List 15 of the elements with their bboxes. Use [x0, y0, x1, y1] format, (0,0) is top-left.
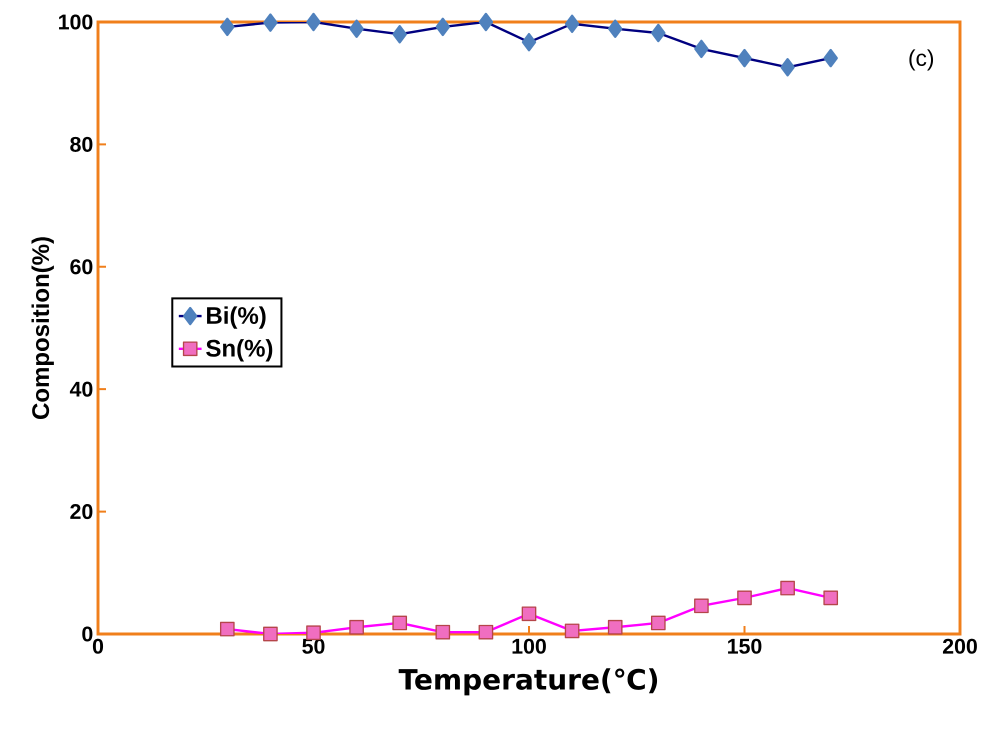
annotation: (c)	[909, 49, 934, 70]
y-tick-label: 80	[70, 136, 92, 152]
y-tick-label: 20	[70, 504, 92, 520]
x-axis-title: Temperature(℃)	[398, 668, 658, 696]
legend-label: Bi(%)	[207, 306, 266, 329]
x-tick-label: 0	[92, 638, 104, 654]
x-tick-label: 100	[512, 638, 546, 654]
y-tick-label: 0	[82, 626, 92, 642]
x-tick-label: 150	[728, 638, 762, 654]
y-tick-label: 60	[70, 259, 92, 274]
legend-label: Sn(%)	[206, 339, 272, 362]
x-tick-label: 200	[942, 638, 977, 654]
y-tick-label: 100	[59, 14, 92, 30]
y-axis-title: Composition(%)	[32, 237, 54, 419]
y-tick-label: 40	[70, 382, 92, 397]
